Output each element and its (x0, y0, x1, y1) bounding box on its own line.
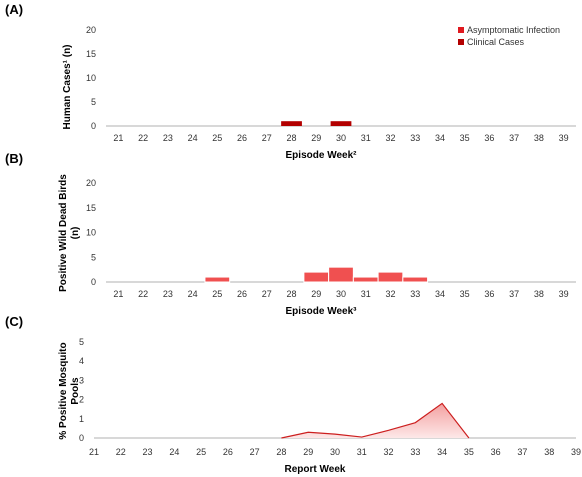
x-tick-label: 35 (464, 447, 474, 457)
x-tick-label: 35 (460, 289, 470, 299)
x-tick-label: 33 (410, 289, 420, 299)
x-tick-label: 33 (410, 133, 420, 143)
x-tick-label: 22 (138, 289, 148, 299)
y-axis-title: Positive Wild Dead Birds(n) (58, 174, 81, 292)
x-tick-label: 29 (311, 133, 321, 143)
y-tick-label: 10 (86, 73, 96, 83)
x-tick-label: 23 (143, 447, 153, 457)
x-tick-label: 21 (89, 447, 99, 457)
legend-swatch (458, 39, 464, 45)
x-tick-label: 38 (534, 289, 544, 299)
y-tick-label: 4 (79, 356, 84, 366)
y-tick-label: 2 (79, 395, 84, 405)
x-tick-label: 27 (262, 289, 272, 299)
x-tick-label: 33 (410, 447, 420, 457)
panel-label-2: (C) (5, 314, 23, 329)
x-tick-label: 37 (509, 289, 519, 299)
x-tick-label: 24 (188, 289, 198, 299)
x-tick-label: 37 (509, 133, 519, 143)
y-tick-label: 1 (79, 414, 84, 424)
x-tick-label: 22 (138, 133, 148, 143)
x-tick-label: 37 (517, 447, 527, 457)
legend-label: Clinical Cases (467, 37, 525, 47)
x-axis-title: Episode Week² (286, 150, 358, 161)
x-tick-label: 26 (237, 133, 247, 143)
panel-label-0: (A) (5, 2, 23, 17)
y-tick-label: 0 (79, 433, 84, 443)
bar-clinical (281, 121, 302, 126)
x-tick-label: 28 (287, 289, 297, 299)
x-tick-label: 30 (336, 289, 346, 299)
x-tick-label: 27 (250, 447, 260, 457)
y-tick-label: 15 (86, 49, 96, 59)
x-tick-label: 25 (212, 133, 222, 143)
x-tick-label: 28 (287, 133, 297, 143)
x-axis-title: Episode Week³ (286, 306, 358, 317)
x-tick-label: 36 (484, 133, 494, 143)
area-mosquito-fill (281, 403, 469, 438)
y-tick-label: 20 (86, 25, 96, 35)
x-tick-label: 35 (460, 133, 470, 143)
line-mosquito (281, 402, 470, 439)
x-tick-label: 31 (357, 447, 367, 457)
x-tick-label: 24 (188, 133, 198, 143)
x-tick-label: 32 (385, 289, 395, 299)
bar-birds (303, 271, 330, 283)
bar-birds (402, 276, 429, 283)
x-tick-label: 39 (571, 447, 581, 457)
legend-label: Asymptomatic Infection (467, 25, 560, 35)
x-tick-label: 39 (559, 289, 569, 299)
x-tick-label: 26 (223, 447, 233, 457)
x-tick-label: 39 (559, 133, 569, 143)
y-tick-label: 15 (86, 203, 96, 213)
x-axis-title: Report Week (285, 464, 346, 475)
x-tick-label: 29 (303, 447, 313, 457)
y-tick-label: 20 (86, 178, 96, 188)
y-tick-label: 0 (91, 277, 96, 287)
x-tick-label: 31 (361, 289, 371, 299)
y-tick-label: 5 (91, 97, 96, 107)
x-tick-label: 29 (311, 289, 321, 299)
x-tick-label: 25 (196, 447, 206, 457)
x-tick-label: 22 (116, 447, 126, 457)
x-tick-label: 34 (435, 289, 445, 299)
x-tick-label: 30 (330, 447, 340, 457)
x-tick-label: 38 (544, 447, 554, 457)
x-tick-label: 30 (336, 133, 346, 143)
x-tick-label: 23 (163, 133, 173, 143)
x-tick-label: 36 (484, 289, 494, 299)
bar-birds (377, 271, 404, 283)
y-tick-label: 5 (79, 337, 84, 347)
bar-clinical (330, 121, 352, 126)
y-tick-label: 0 (91, 121, 96, 131)
bar-birds (204, 276, 231, 283)
x-tick-label: 28 (276, 447, 286, 457)
bar-birds (328, 266, 354, 283)
y-axis-title: Human Cases¹ (n) (62, 44, 73, 129)
x-tick-label: 21 (113, 133, 123, 143)
x-tick-label: 32 (385, 133, 395, 143)
y-tick-label: 10 (86, 228, 96, 238)
y-axis-title: % Positive MosquitoPools (58, 342, 81, 439)
x-tick-label: 31 (361, 133, 371, 143)
x-tick-label: 36 (491, 447, 501, 457)
x-tick-label: 26 (237, 289, 247, 299)
x-tick-label: 27 (262, 133, 272, 143)
panel-label-1: (B) (5, 151, 23, 166)
bar-birds (352, 276, 379, 283)
x-tick-label: 38 (534, 133, 544, 143)
x-tick-label: 32 (384, 447, 394, 457)
x-tick-label: 25 (212, 289, 222, 299)
x-tick-label: 21 (113, 289, 123, 299)
legend-swatch (458, 27, 464, 33)
y-tick-label: 5 (91, 252, 96, 262)
x-tick-label: 24 (169, 447, 179, 457)
x-tick-label: 34 (435, 133, 445, 143)
y-tick-label: 3 (79, 375, 84, 385)
x-tick-label: 34 (437, 447, 447, 457)
x-tick-label: 23 (163, 289, 173, 299)
